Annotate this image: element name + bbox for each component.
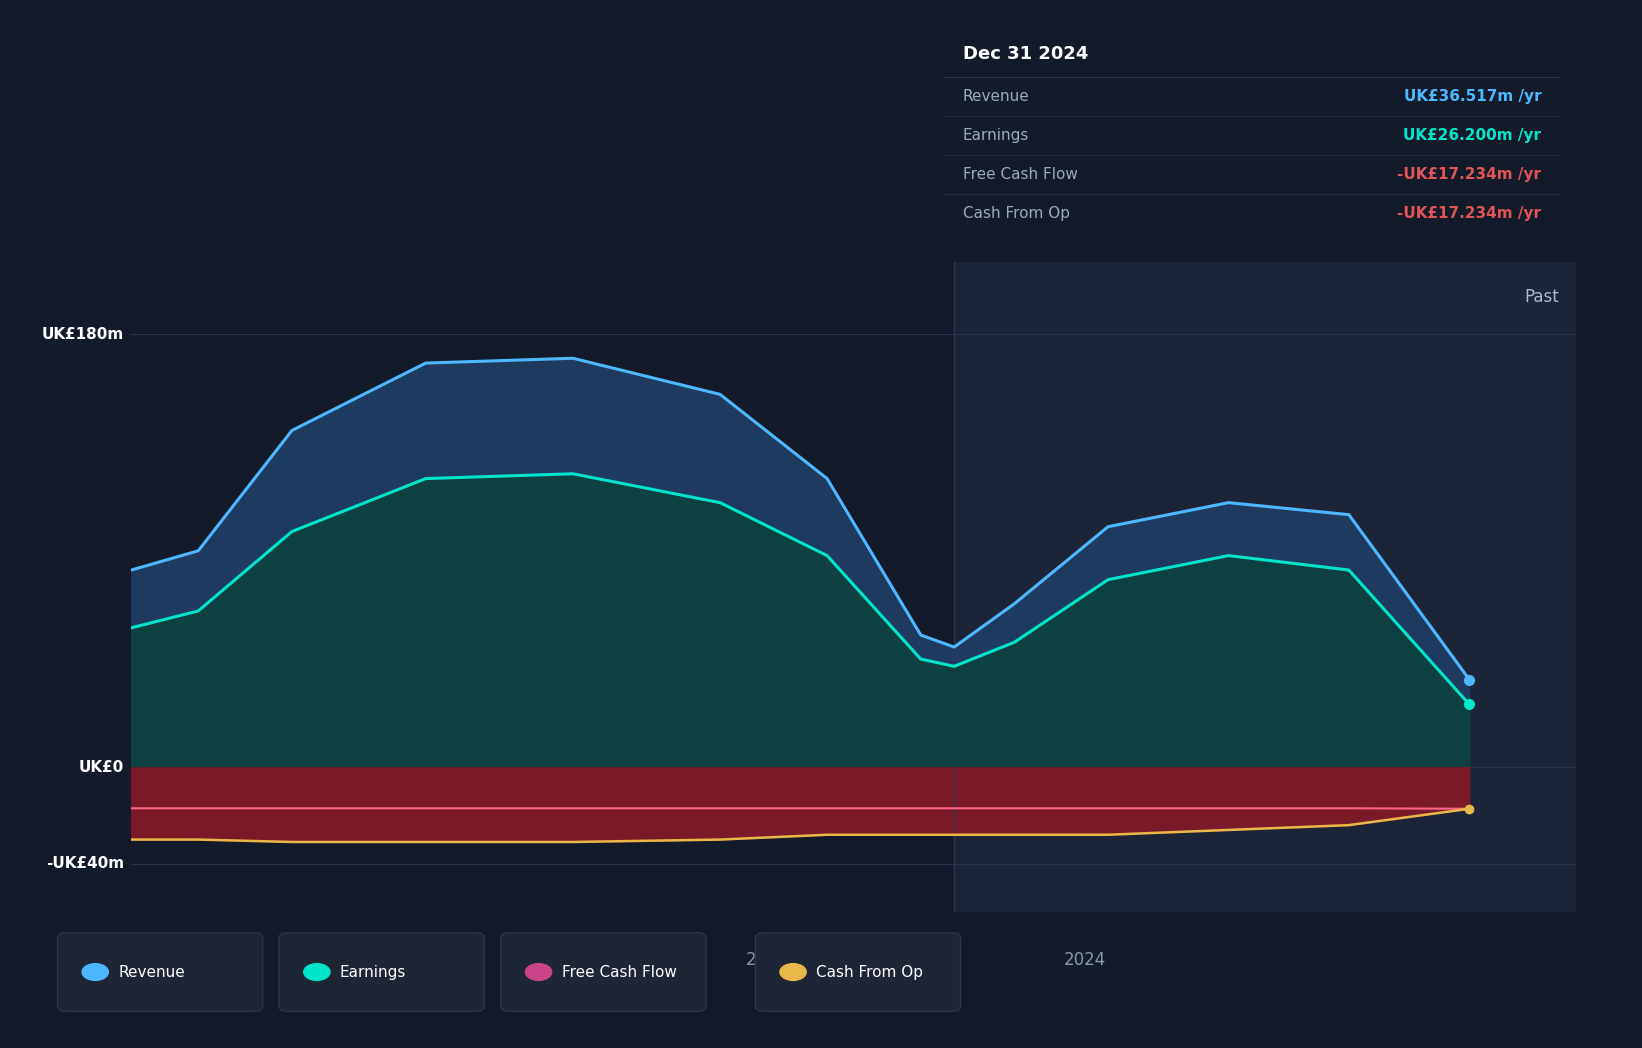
- Text: Cash From Op: Cash From Op: [962, 205, 1069, 221]
- Text: UK£26.200m /yr: UK£26.200m /yr: [1404, 128, 1542, 144]
- Text: Dec 31 2024: Dec 31 2024: [962, 45, 1089, 63]
- Text: UK£0: UK£0: [79, 760, 125, 774]
- Text: 2022: 2022: [182, 951, 225, 968]
- Text: -UK£40m: -UK£40m: [46, 856, 125, 871]
- Text: Free Cash Flow: Free Cash Flow: [562, 964, 677, 980]
- Text: Revenue: Revenue: [118, 964, 186, 980]
- Text: Cash From Op: Cash From Op: [816, 964, 923, 980]
- Text: 2023: 2023: [745, 951, 788, 968]
- Text: 2024: 2024: [1064, 951, 1107, 968]
- Text: Free Cash Flow: Free Cash Flow: [962, 167, 1077, 182]
- Text: Earnings: Earnings: [962, 128, 1030, 144]
- Text: Past: Past: [1524, 288, 1558, 306]
- Text: -UK£17.234m /yr: -UK£17.234m /yr: [1397, 205, 1542, 221]
- Bar: [954, 262, 1576, 912]
- Text: UK£180m: UK£180m: [43, 327, 125, 342]
- Text: UK£36.517m /yr: UK£36.517m /yr: [1404, 89, 1542, 105]
- Text: Revenue: Revenue: [962, 89, 1030, 105]
- Text: -UK£17.234m /yr: -UK£17.234m /yr: [1397, 167, 1542, 182]
- Text: Earnings: Earnings: [340, 964, 406, 980]
